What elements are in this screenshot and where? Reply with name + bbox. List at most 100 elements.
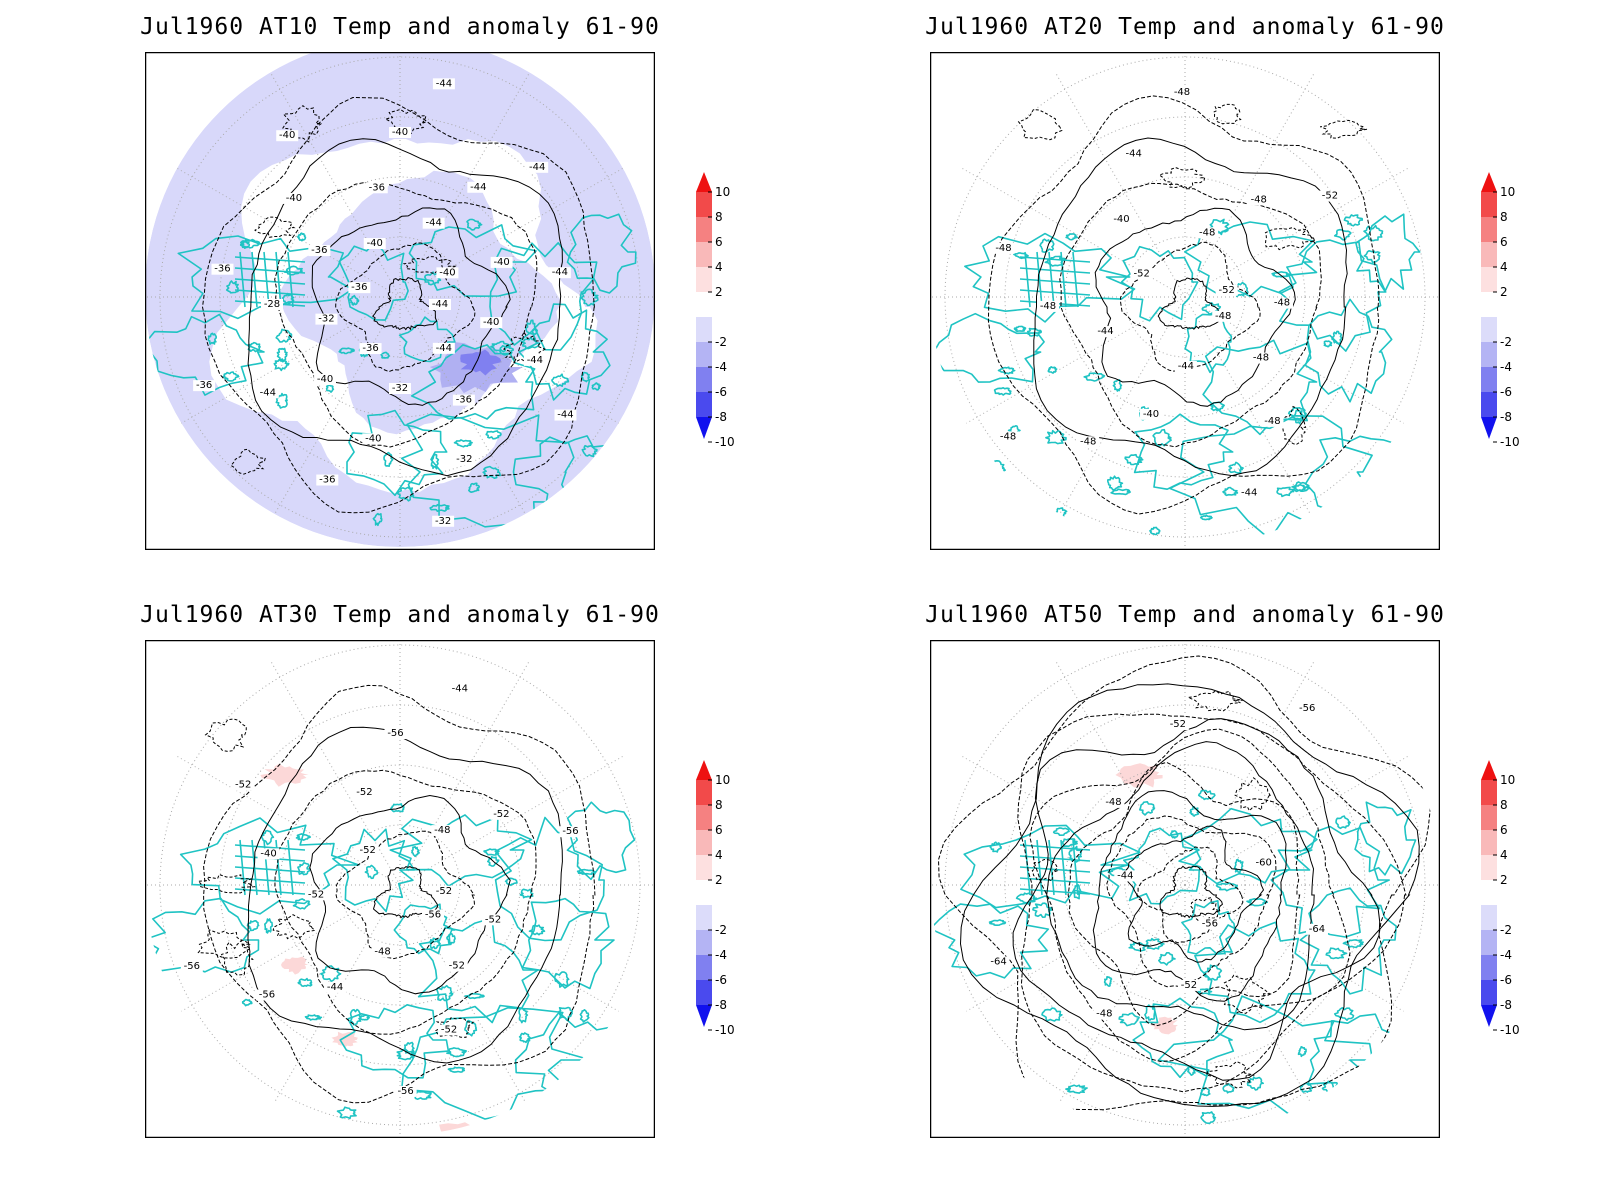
contour-label: -44 <box>1117 870 1133 881</box>
colorbar-label: 8 <box>1500 210 1508 224</box>
contour-label: -56 <box>184 961 200 972</box>
colorbar-segment <box>1481 317 1497 342</box>
colorbar-arrow-up <box>1481 172 1497 192</box>
colorbar-label: -6 <box>715 973 727 987</box>
contour-label: -48 <box>1040 301 1056 312</box>
polar-map: -44 -40 -44 -44 -44 -36 -32 -32 -32 -40 -36 -36 -40 -… <box>145 52 655 550</box>
contour-label: -44 <box>426 218 442 229</box>
contour-label: -40 <box>286 193 302 204</box>
temperature-contours <box>937 655 1431 1111</box>
colorbar-label: -10 <box>715 435 735 449</box>
colorbar-label: -4 <box>1500 360 1512 374</box>
contour-label: -40 <box>1143 409 1159 420</box>
colorbar-segment <box>696 192 712 217</box>
colorbar-label: 4 <box>715 260 723 274</box>
colorbar-segment <box>696 242 712 267</box>
colorbar-label: 2 <box>1500 873 1508 887</box>
contour-label: -48 <box>1080 436 1096 447</box>
contour-labels: -44 -40 -44 -44 -44 -36 -32 -32 -32 -40 -36 -36 -40 -… <box>193 78 577 527</box>
contour-label: -36 <box>369 182 385 193</box>
colorbar-segment <box>1481 780 1497 805</box>
contour-label: -48 <box>995 243 1011 254</box>
contour-label: -44 <box>470 182 486 193</box>
coastlines <box>145 801 636 1120</box>
contour-label: -44 <box>552 267 568 278</box>
colorbar-segment <box>696 805 712 830</box>
contour-label: -40 <box>392 127 408 138</box>
colorbar-segment <box>696 980 712 1005</box>
contour-label: -44 <box>1097 326 1113 337</box>
colorbar-arrow-up <box>1481 760 1497 780</box>
contour-label: -64 <box>990 956 1006 967</box>
contour-label: -64 <box>1309 924 1325 935</box>
panel-title: Jul1960 AT30 Temp and anomaly 61-90 <box>140 602 660 628</box>
contour-label: -36 <box>362 343 378 354</box>
colorbar-segment <box>1481 805 1497 830</box>
contour-label: -40 <box>1113 214 1129 225</box>
contour-label: -40 <box>317 374 333 385</box>
colorbar-label: 8 <box>715 798 723 812</box>
contour-label: -48 <box>1253 353 1269 364</box>
colorbar-label: 4 <box>1500 848 1508 862</box>
colorbar-label: -8 <box>1500 410 1512 424</box>
colorbar-label: 2 <box>1500 285 1508 299</box>
colorbar-segment <box>1481 267 1497 292</box>
colorbar-label: -10 <box>715 1023 735 1037</box>
colorbar-segment <box>696 392 712 417</box>
contour-label: -40 <box>279 130 295 141</box>
contour-label: -56 <box>1299 703 1315 714</box>
colorbar-segment <box>1481 392 1497 417</box>
colorbar-label: -4 <box>715 948 727 962</box>
colorbar-label: 10 <box>1500 185 1515 199</box>
map-frame <box>930 640 1440 1138</box>
contour-label: -56 <box>387 728 403 739</box>
colorbar-segment <box>1481 855 1497 880</box>
contour-label: -48 <box>1174 87 1190 98</box>
colorbar-segment <box>1481 217 1497 242</box>
colorbar-segment <box>1481 292 1497 317</box>
colorbar-label: -10 <box>1500 435 1520 449</box>
colorbar-label: -8 <box>1500 998 1512 1012</box>
contour-label: -40 <box>365 433 381 444</box>
contour-label: -44 <box>436 343 452 354</box>
anomaly-shading <box>281 956 308 975</box>
panel-title: Jul1960 AT20 Temp and anomaly 61-90 <box>925 14 1445 40</box>
contour-label: -40 <box>367 238 383 249</box>
contour-label: -48 <box>434 825 450 836</box>
colorbar-arrow-up <box>696 760 712 780</box>
colorbar-segment <box>696 830 712 855</box>
contour-label: -48 <box>1215 311 1231 322</box>
panel-title: Jul1960 AT50 Temp and anomaly 61-90 <box>925 602 1445 628</box>
contour-label: -48 <box>1251 194 1267 205</box>
contour-label: -36 <box>196 380 212 391</box>
contour-label: -52 <box>449 961 465 972</box>
polar-map: -56 -52 -52 -56 -48 -44 -56 -56 -52 -40 -52 -52 -52 -… <box>145 640 655 1138</box>
colorbar-segment <box>1481 830 1497 855</box>
contour-label: -52 <box>493 809 509 820</box>
colorbar-segment <box>696 217 712 242</box>
contour-label: -48 <box>1199 227 1215 238</box>
colorbar-segment <box>696 930 712 955</box>
contour-label: -56 <box>425 910 441 921</box>
contour-label: -32 <box>318 314 334 325</box>
colorbar: 10 8 6 4 2 -2 -4 -6 -8 -10 <box>696 172 735 449</box>
contour-label: -44 <box>260 387 276 398</box>
colorbar-label: 4 <box>715 848 723 862</box>
colorbar-label: 6 <box>715 235 723 249</box>
contour-label: -52 <box>235 780 251 791</box>
contour-label: -32 <box>392 383 408 394</box>
contour-label: -44 <box>432 299 448 310</box>
contour-label: -60 <box>1256 858 1272 869</box>
contour-label: -52 <box>356 787 372 798</box>
contour-label: -56 <box>397 1086 413 1097</box>
contour-label: -52 <box>1134 268 1150 279</box>
contour-label: -52 <box>308 889 324 900</box>
colorbar-label: -2 <box>1500 923 1512 937</box>
contour-labels: -48 -48 -48 -44 -44 -40 -48 -48 -44 -48 -48 -52 -40 -… <box>992 87 1341 499</box>
colorbar-segment <box>1481 905 1497 930</box>
colorbar-segment <box>1481 192 1497 217</box>
contour-label: -36 <box>456 395 472 406</box>
colorbar-segment <box>696 905 712 930</box>
colorbar-label: 2 <box>715 873 723 887</box>
contour-label: -40 <box>483 317 499 328</box>
